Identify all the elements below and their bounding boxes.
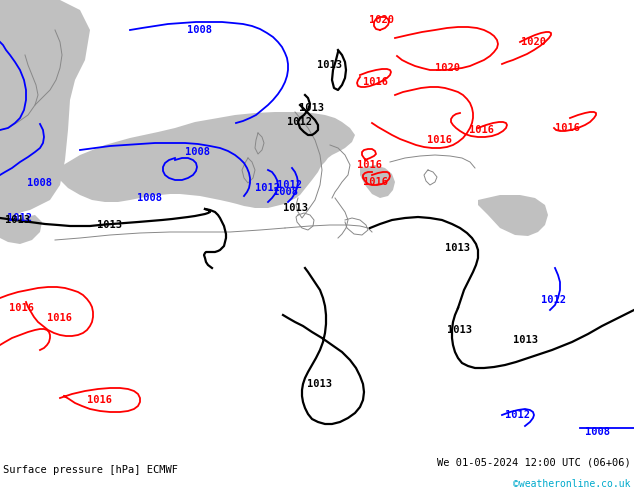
Text: 1013: 1013	[283, 203, 307, 213]
Text: 1013: 1013	[448, 325, 472, 335]
Text: 1013: 1013	[318, 60, 342, 70]
Text: 1012: 1012	[505, 410, 531, 420]
Text: ©weatheronline.co.uk: ©weatheronline.co.uk	[514, 479, 631, 489]
Text: 1016: 1016	[48, 313, 72, 323]
Text: 1013: 1013	[6, 215, 30, 225]
Text: 1008: 1008	[273, 187, 297, 197]
Text: 1020: 1020	[522, 37, 547, 47]
Text: 1008: 1008	[186, 147, 210, 157]
Text: 1012: 1012	[8, 213, 32, 223]
Text: 1016: 1016	[555, 123, 581, 133]
Text: 1012: 1012	[287, 117, 313, 127]
Text: 1013: 1013	[299, 103, 325, 113]
Text: 1013: 1013	[307, 379, 332, 389]
Polygon shape	[55, 112, 355, 208]
Text: 1020: 1020	[436, 63, 460, 73]
Text: 1016: 1016	[10, 303, 34, 313]
Text: 1016: 1016	[363, 177, 389, 187]
Text: We 01-05-2024 12:00 UTC (06+06): We 01-05-2024 12:00 UTC (06+06)	[437, 457, 631, 467]
Polygon shape	[478, 195, 548, 236]
Polygon shape	[0, 0, 60, 218]
Text: 1013: 1013	[512, 335, 538, 345]
Polygon shape	[0, 215, 42, 244]
Text: 1016: 1016	[427, 135, 453, 145]
Text: 1008: 1008	[27, 178, 53, 188]
Text: 1016: 1016	[363, 77, 387, 87]
Text: 1008: 1008	[586, 427, 611, 437]
Text: 1012: 1012	[256, 183, 280, 193]
Text: 1016: 1016	[470, 125, 495, 135]
Text: 1008: 1008	[138, 193, 162, 203]
Text: 1008: 1008	[188, 25, 212, 35]
Text: 1013: 1013	[446, 243, 470, 253]
Text: 1013: 1013	[98, 220, 122, 230]
Text: 1012: 1012	[278, 180, 302, 190]
Polygon shape	[360, 165, 395, 198]
Text: 1016: 1016	[87, 395, 112, 405]
Text: Surface pressure [hPa] ECMWF: Surface pressure [hPa] ECMWF	[3, 465, 178, 475]
Text: 1020: 1020	[370, 15, 394, 25]
Polygon shape	[0, 0, 90, 215]
Text: 1012: 1012	[541, 295, 566, 305]
Text: 1016: 1016	[358, 160, 382, 170]
